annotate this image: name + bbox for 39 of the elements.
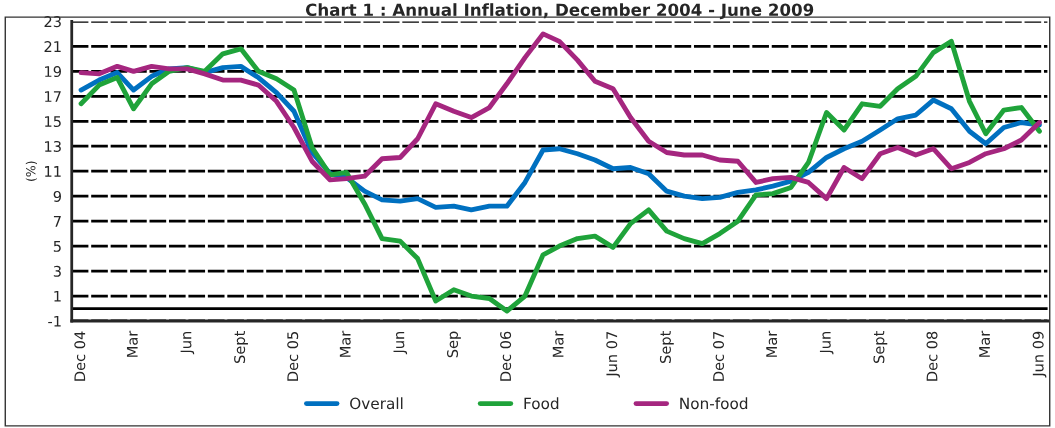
y-tick-label: 1: [54, 290, 61, 302]
x-tick-label: Sept: [873, 331, 888, 363]
y-tick-label: 7: [53, 216, 61, 227]
y-tick-label: 11: [45, 166, 61, 177]
x-tick-label: Mar: [339, 330, 351, 357]
legend-label: Overall: [350, 397, 403, 410]
line-series: [78, 38, 1042, 314]
x-tick-label: Dec 07: [713, 331, 725, 381]
y-tick-label: 17: [45, 91, 61, 102]
x-tick-label: Sept: [234, 331, 248, 363]
y-tick-label: 5: [53, 241, 61, 252]
y-tick-label: 19: [45, 66, 61, 78]
y-tick-label: 21: [44, 41, 61, 52]
x-tick-label: Sept: [659, 331, 674, 363]
y-tick-label: 9: [53, 190, 61, 202]
x-tick-label: Mar: [126, 330, 138, 357]
y-tick-label: -1: [48, 315, 61, 327]
legend-label: Non-food: [680, 397, 748, 410]
chart-title: Chart 1 : Annual Inflation, December 2004 - June 2009: [305, 3, 814, 20]
x-tick-label: Jun 07: [606, 331, 620, 378]
x-tick-label: Dec 08: [926, 331, 938, 381]
x-tick-label: Jun: [180, 331, 195, 355]
line-series: [78, 31, 1042, 202]
x-tick-label: Dec 04: [74, 331, 86, 381]
x-tick-label: Dec 05: [287, 332, 299, 381]
x-tick-label: Mar: [766, 330, 778, 357]
x-tick-label: Mar: [552, 330, 564, 357]
y-tick-label: 15: [45, 116, 61, 128]
legend-label: Food: [524, 397, 559, 410]
x-tick-label: Jun: [393, 331, 408, 355]
x-tick-label: Mar: [979, 330, 991, 357]
x-tick-label: Sep: [447, 331, 461, 358]
y-axis-title: (%): [25, 161, 37, 181]
y-tick-label: 13: [45, 140, 61, 152]
y-tick-label: 23: [44, 16, 61, 28]
x-tick-label: Jun: [819, 331, 834, 355]
x-tick-label: Jun 09: [1032, 331, 1047, 378]
x-tick-label: Dec 06: [500, 331, 512, 381]
y-tick-label: 3: [53, 265, 61, 277]
